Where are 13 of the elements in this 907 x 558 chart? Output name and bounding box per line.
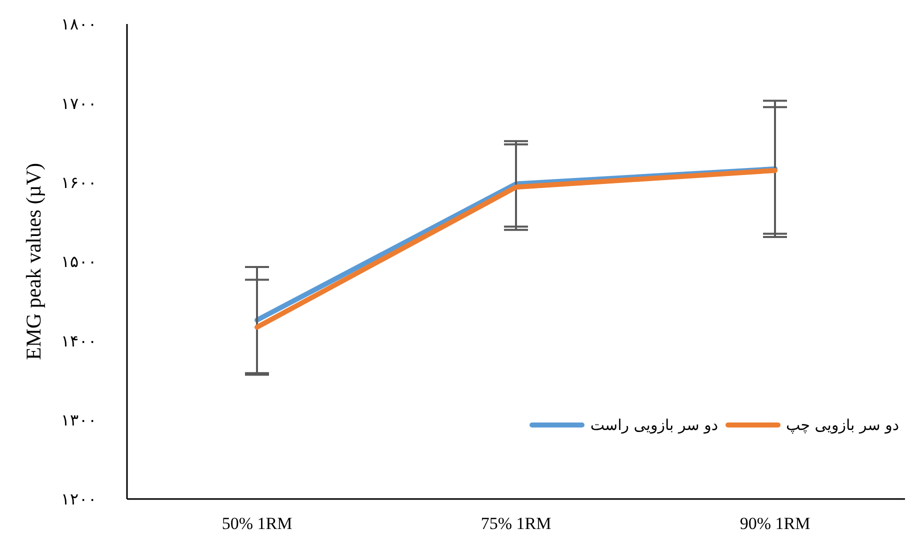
- y-tick-label: ۱۷۰۰: [61, 94, 97, 113]
- y-axis-title: EMG peak values (µV): [21, 163, 46, 360]
- x-tick-label: 75% 1RM: [480, 514, 552, 534]
- y-tick-label: ۱۵۰۰: [61, 252, 97, 272]
- y-tick-label: ۱۶۰۰: [61, 173, 97, 192]
- legend-label: دو سر بازویی راست: [590, 416, 718, 434]
- legend-label: دو سر بازویی چپ: [786, 416, 899, 434]
- y-tick-label: ۱۴۰۰: [61, 331, 97, 350]
- y-tick-label: ۱۳۰۰: [61, 410, 97, 430]
- x-tick-label: 50% 1RM: [222, 514, 292, 534]
- y-tick-label: ۱۲۰۰: [61, 490, 97, 509]
- y-tick-label: ۱۸۰۰: [61, 14, 97, 34]
- x-tick-label: 90% 1RM: [740, 514, 810, 534]
